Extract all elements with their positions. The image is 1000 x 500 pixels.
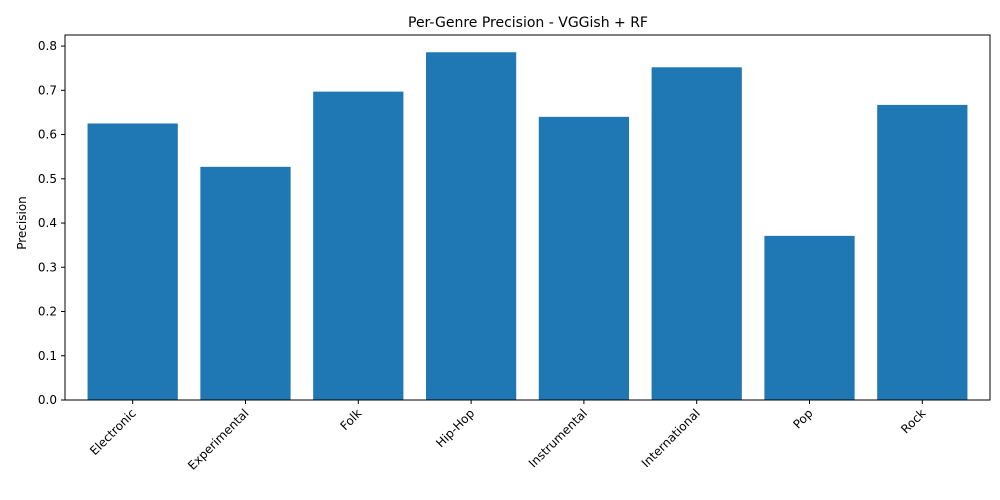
x-tick-label: Folk — [337, 406, 364, 433]
y-tick-label: 0.3 — [38, 260, 57, 274]
bars-group — [87, 52, 968, 401]
y-tick-label: 0.7 — [38, 83, 57, 97]
bar-international — [651, 67, 742, 401]
x-tick-label: International — [639, 406, 703, 470]
y-tick-label: 0.4 — [38, 216, 57, 230]
y-tick-label: 0.5 — [38, 172, 57, 186]
bar-rock — [877, 104, 968, 401]
bar-hip-hop — [425, 52, 517, 400]
x-tick-label: Pop — [790, 406, 815, 431]
y-tick-label: 0.8 — [38, 39, 57, 53]
bar-pop — [764, 235, 855, 400]
y-axis-label: Precision — [15, 196, 29, 250]
plot-frame — [64, 34, 991, 401]
x-tick-label: Electronic — [87, 406, 139, 458]
y-axis-ticks: 0.0 0.1 0.2 0.3 0.4 0.5 0.6 0.7 0.8 — [38, 39, 65, 407]
bar-instrumental — [538, 116, 630, 400]
x-tick-label: Experimental — [185, 406, 251, 472]
bar-electronic — [87, 123, 178, 400]
y-tick-label: 0.1 — [38, 349, 57, 363]
x-tick-label: Hip-Hop — [433, 406, 477, 450]
bar-folk — [313, 91, 404, 400]
y-tick-label: 0.0 — [38, 393, 57, 407]
x-axis-ticks: Electronic Experimental Folk Hip-Hop Instrum… — [87, 400, 928, 473]
x-tick-label: Instrumental — [526, 406, 590, 470]
chart-title: Per-Genre Precision - VGGish + RF — [408, 15, 648, 31]
y-tick-label: 0.2 — [38, 305, 57, 319]
y-tick-label: 0.6 — [38, 128, 57, 142]
x-tick-label: Rock — [898, 406, 928, 436]
bar-experimental — [200, 166, 291, 400]
